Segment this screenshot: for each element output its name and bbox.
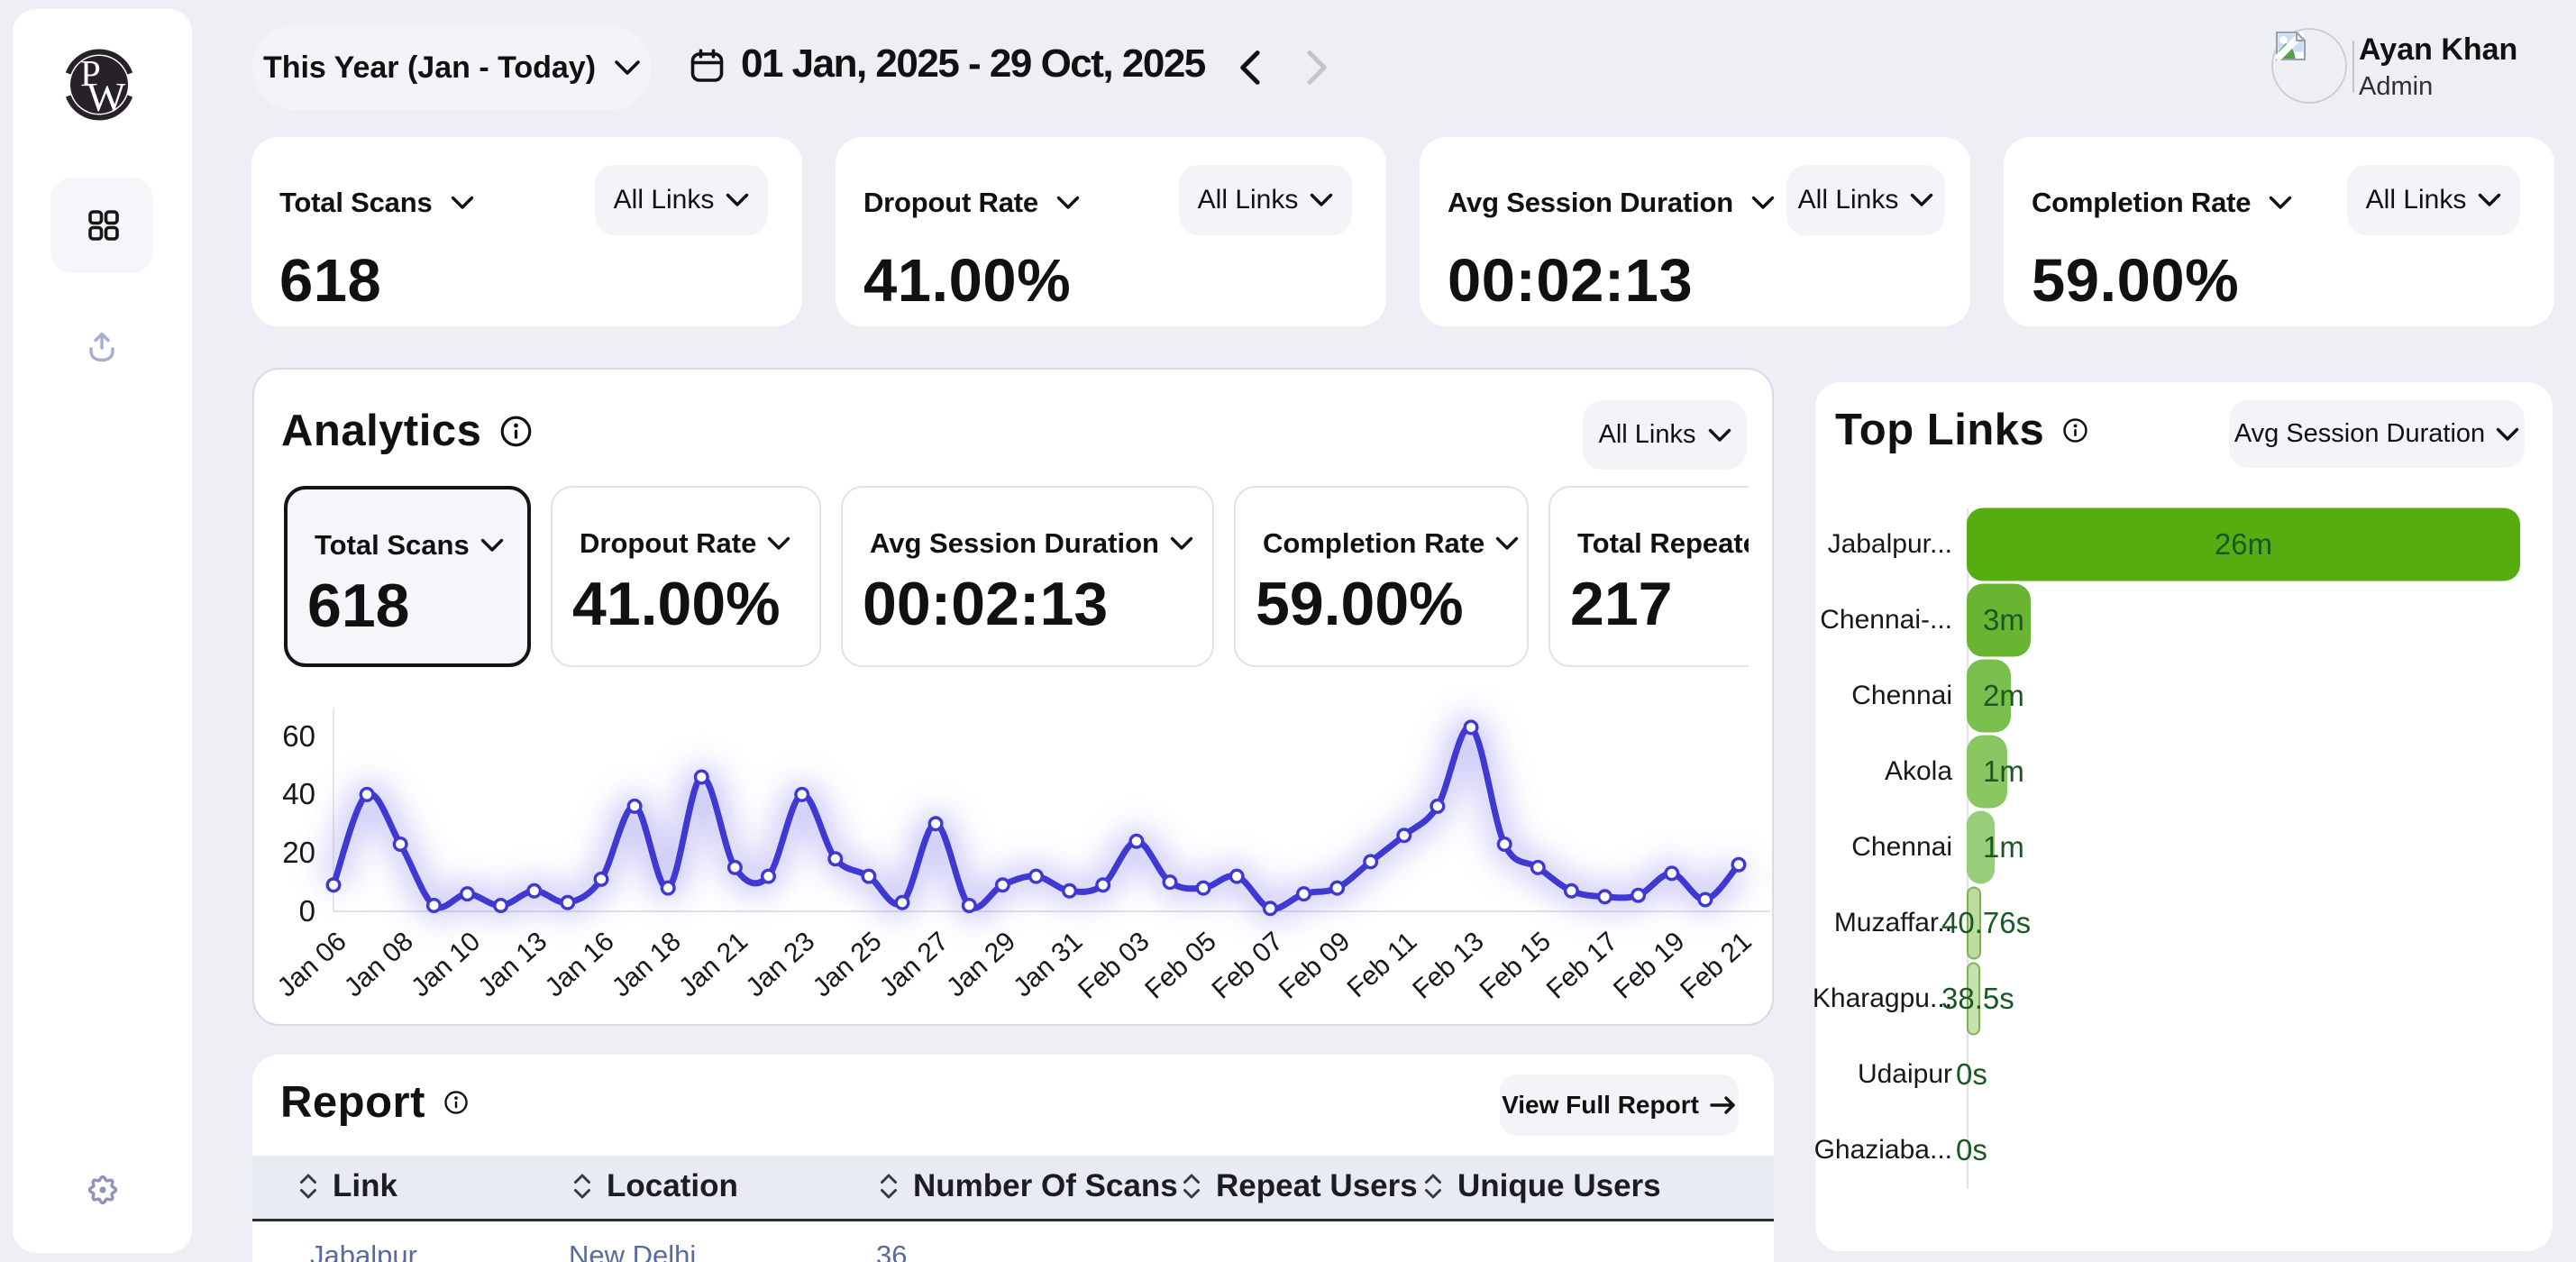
svg-text:Feb 07: Feb 07 xyxy=(1206,927,1288,1005)
svg-text:Jan 06: Jan 06 xyxy=(272,927,352,1003)
svg-text:Jan 29: Jan 29 xyxy=(941,927,1021,1003)
svg-text:Feb 15: Feb 15 xyxy=(1474,927,1556,1005)
svg-text:Jan 27: Jan 27 xyxy=(874,927,955,1003)
svg-text:Jan 08: Jan 08 xyxy=(339,927,419,1003)
svg-text:Jan 31: Jan 31 xyxy=(1008,927,1088,1003)
svg-text:Feb 09: Feb 09 xyxy=(1274,927,1356,1005)
svg-text:40: 40 xyxy=(282,777,315,810)
svg-text:Feb 03: Feb 03 xyxy=(1073,927,1155,1005)
svg-text:Jan 13: Jan 13 xyxy=(472,927,553,1003)
svg-text:Feb 17: Feb 17 xyxy=(1541,927,1623,1005)
svg-text:0: 0 xyxy=(299,894,315,928)
svg-text:Feb 13: Feb 13 xyxy=(1407,927,1489,1005)
svg-text:Jan 18: Jan 18 xyxy=(607,927,687,1003)
svg-text:Feb 21: Feb 21 xyxy=(1675,927,1757,1005)
svg-text:Jan 10: Jan 10 xyxy=(406,927,486,1003)
svg-text:Jan 16: Jan 16 xyxy=(540,927,620,1003)
svg-text:Feb 05: Feb 05 xyxy=(1139,927,1221,1005)
svg-text:20: 20 xyxy=(282,836,315,869)
svg-text:Feb 19: Feb 19 xyxy=(1608,927,1690,1005)
svg-text:P: P xyxy=(80,52,101,94)
svg-text:W: W xyxy=(87,74,126,120)
svg-text:Jan 25: Jan 25 xyxy=(808,927,888,1003)
svg-text:Feb 11: Feb 11 xyxy=(1342,927,1423,1004)
svg-text:Jan 23: Jan 23 xyxy=(740,927,820,1003)
svg-text:Jan 21: Jan 21 xyxy=(673,927,754,1003)
svg-text:60: 60 xyxy=(282,719,315,753)
